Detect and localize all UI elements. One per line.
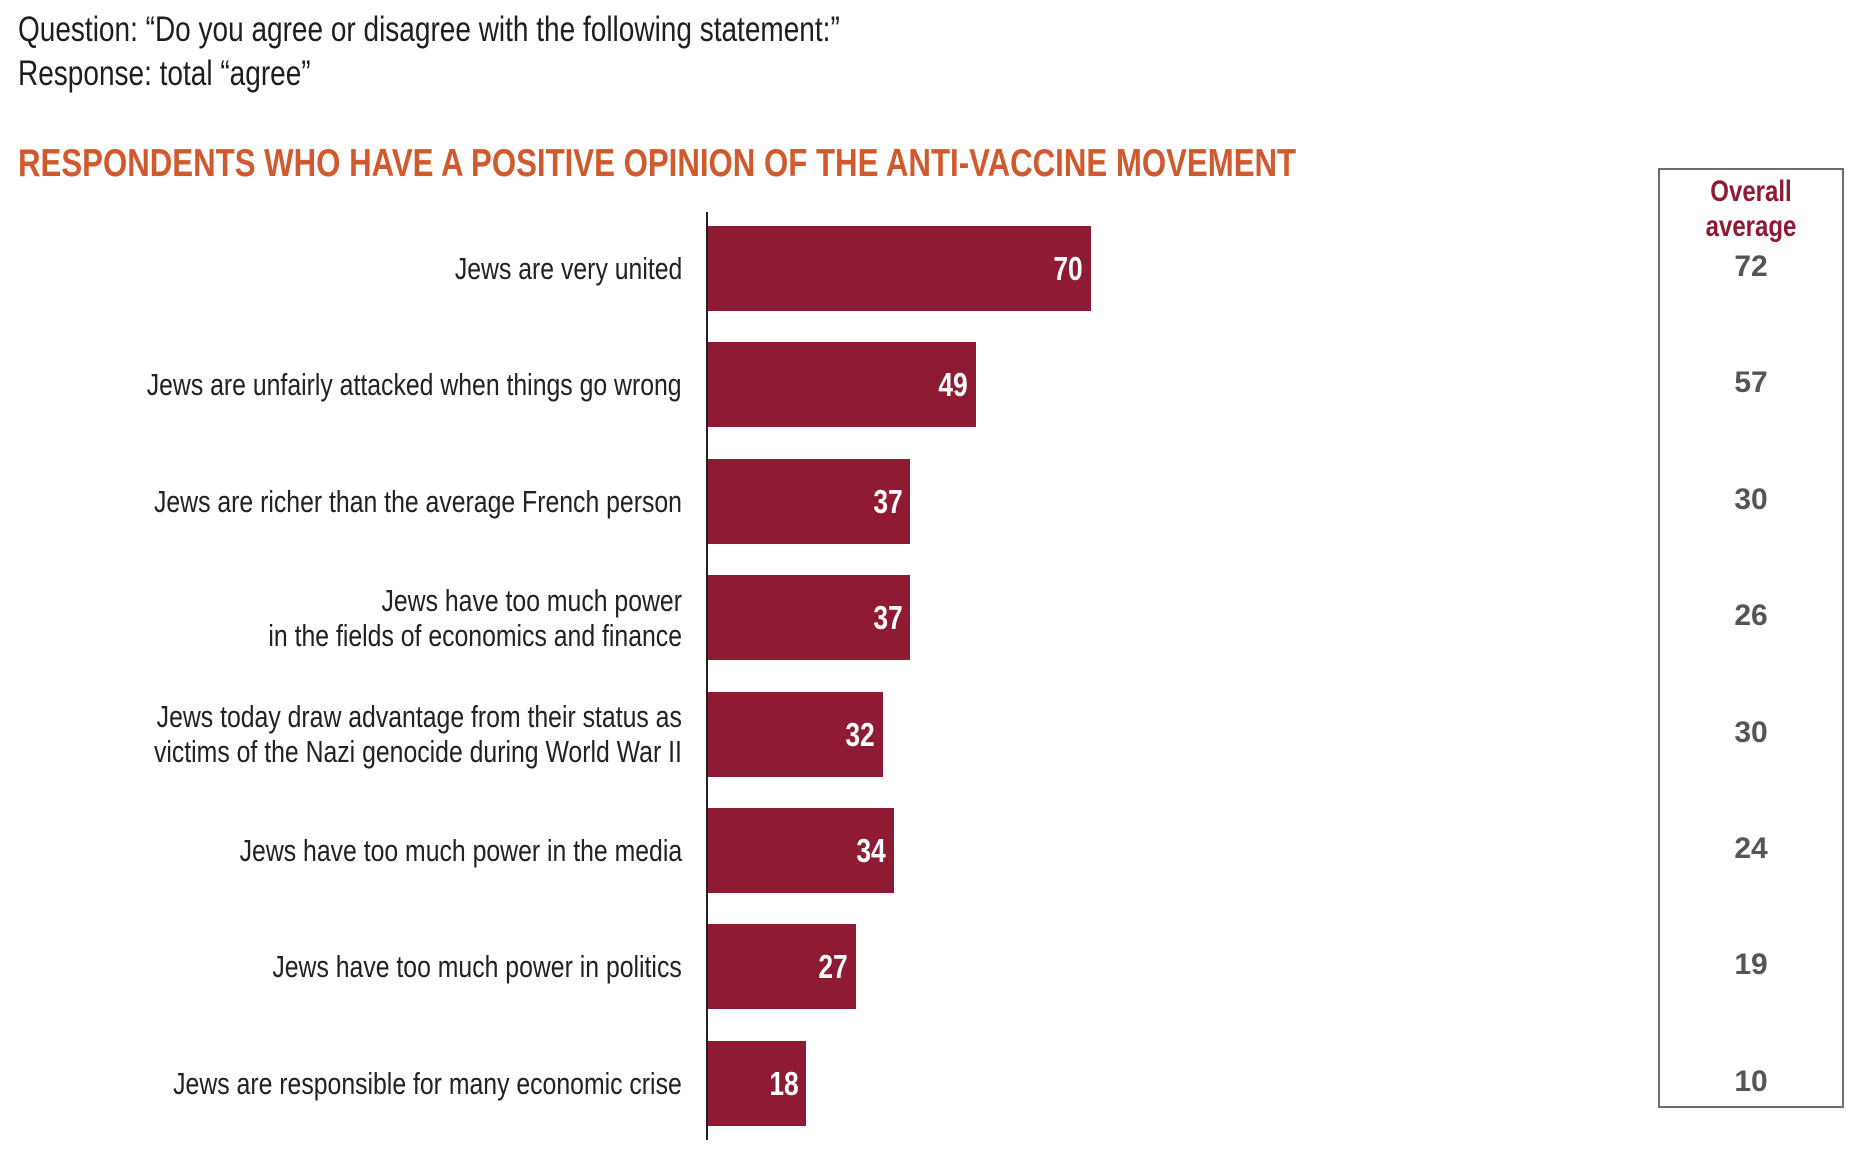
category-label: Jews are very united — [398, 251, 682, 286]
overall-average-value: 24 — [1734, 832, 1768, 865]
overall-average-label: Overall average — [1705, 175, 1797, 243]
data-label: 32 — [845, 715, 876, 753]
bar: 37 — [708, 458, 911, 544]
category-label: Jews are unfairly attacked when things g… — [13, 367, 682, 402]
category-label-text: Jews have too much power in politics — [272, 949, 682, 985]
bar: 49 — [708, 342, 977, 428]
bar: 32 — [708, 691, 884, 777]
category-label-text: Jews have too much power in the fields o… — [268, 582, 682, 653]
category-label-text: Jews have too much power in the media — [239, 833, 682, 868]
bar: 27 — [708, 924, 856, 1010]
data-label: 49 — [938, 366, 969, 404]
category-label-text: Jews are richer than the average French … — [154, 483, 682, 519]
overall-average-value: 30 — [1734, 715, 1768, 749]
overall-average-box — [1658, 168, 1844, 1108]
category-label: Jews today draw advantage from their sta… — [22, 699, 682, 769]
overall-average-value: 26 — [1734, 599, 1768, 633]
data-label: 37 — [873, 599, 903, 637]
data-label: 70 — [1053, 250, 1083, 287]
question: Question: “Do you agree or disagree with… — [18, 10, 840, 49]
question-text: Question: “Do you agree or disagree with… — [18, 8, 1045, 96]
chart-title: RESPONDENTS WHO HAVE A POSITIVE OPINION … — [18, 142, 1616, 186]
response: Response: total “agree” — [18, 54, 311, 93]
category-label-text: Jews are very united — [454, 251, 682, 286]
data-label: 34 — [856, 832, 886, 869]
overall-average-header: Overall average — [1658, 174, 1844, 244]
overall-average-value: 30 — [1734, 482, 1768, 516]
y-axis-line — [706, 212, 708, 1140]
overall-average-value: 57 — [1734, 366, 1768, 400]
category-label-text: Jews today draw advantage from their sta… — [154, 699, 682, 770]
category-label-text: Jews are responsible for many economic c… — [173, 1065, 682, 1101]
data-label: 37 — [873, 482, 903, 520]
category-label: Jews are responsible for many economic c… — [46, 1066, 682, 1101]
bar: 70 — [708, 226, 1091, 311]
bar: 34 — [708, 808, 894, 893]
bar: 37 — [708, 575, 911, 661]
category-label: Jews have too much power in the fields o… — [165, 583, 682, 653]
data-label: 18 — [769, 1064, 799, 1102]
overall-average-value: 72 — [1734, 250, 1768, 283]
overall-average-value: 19 — [1734, 948, 1768, 982]
category-label: Jews have too much power in the media — [129, 833, 682, 868]
data-label: 27 — [818, 948, 848, 986]
category-label-text: Jews are unfairly attacked when things g… — [147, 367, 682, 403]
overall-average-value: 10 — [1734, 1064, 1768, 1098]
bar: 18 — [708, 1040, 807, 1126]
category-label: Jews are richer than the average French … — [22, 484, 682, 519]
category-label: Jews have too much power in politics — [170, 949, 682, 984]
chart-title-text: RESPONDENTS WHO HAVE A POSITIVE OPINION … — [18, 142, 1297, 185]
